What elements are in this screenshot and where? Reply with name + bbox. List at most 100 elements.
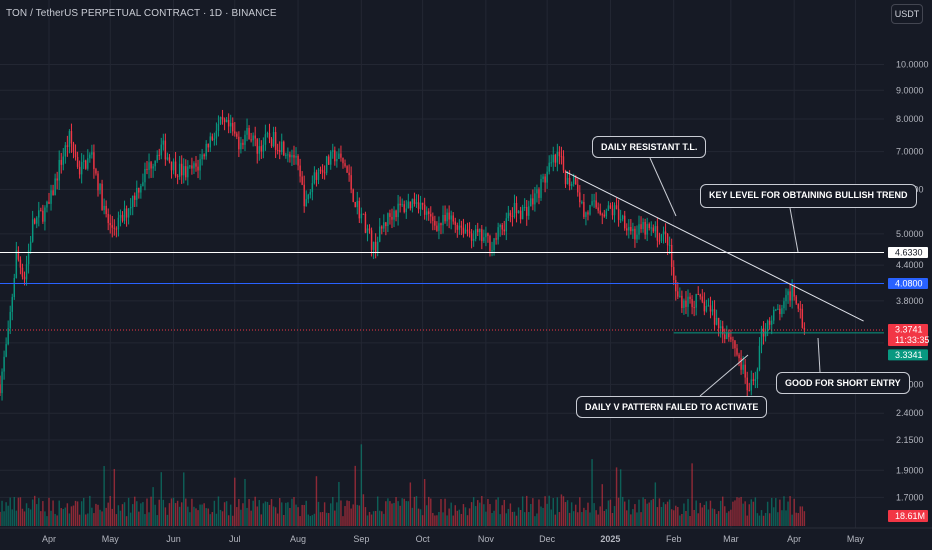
- volume-bar: [495, 499, 497, 526]
- candle-body: [66, 145, 69, 147]
- volume-bar: [232, 515, 234, 526]
- volume-bar: [87, 513, 89, 526]
- candle-body: [40, 210, 42, 212]
- volume-bar: [542, 507, 544, 526]
- volume-bar: [750, 499, 753, 526]
- candle-body: [99, 183, 101, 191]
- candle-body: [281, 141, 283, 153]
- candle-body: [50, 190, 52, 204]
- volume-bar: [383, 513, 385, 526]
- candle-body: [301, 176, 303, 185]
- candle-body: [513, 202, 516, 217]
- candle-body: [107, 213, 109, 223]
- candle-body: [791, 286, 793, 301]
- candle-body: [164, 140, 167, 160]
- volume-bar: [60, 508, 62, 526]
- candle-body: [568, 177, 571, 186]
- volume-bar: [262, 503, 265, 526]
- volume-bar: [499, 514, 501, 526]
- volume-bar: [748, 504, 750, 526]
- candle-body: [458, 225, 461, 230]
- volume-bar: [540, 506, 542, 526]
- candle-body: [213, 138, 216, 140]
- candle-body: [205, 143, 207, 157]
- volume-bar: [36, 504, 38, 526]
- x-tick-label: May: [102, 534, 120, 544]
- volume-bar: [309, 515, 312, 526]
- volume-bar: [658, 498, 661, 526]
- candle-body: [734, 340, 736, 349]
- candle-body: [9, 311, 11, 329]
- volume-bar: [50, 510, 52, 526]
- volume-bar: [313, 513, 316, 526]
- candle-body: [303, 184, 305, 207]
- candle-body: [656, 226, 659, 241]
- volume-bar: [626, 510, 628, 526]
- volume-bar: [430, 498, 432, 526]
- candle-body: [779, 308, 781, 315]
- candle-body: [11, 297, 13, 312]
- candle-body: [738, 354, 740, 359]
- volume-bar: [501, 505, 503, 526]
- candle-body: [644, 221, 646, 235]
- volume-bar: [779, 499, 781, 526]
- candle-body: [346, 166, 348, 173]
- volume-bar: [58, 500, 60, 526]
- candle-body: [666, 233, 669, 246]
- candle-body: [176, 175, 179, 177]
- candle-body: [597, 207, 599, 211]
- volume-bar: [91, 507, 93, 526]
- candle-body: [36, 217, 38, 224]
- candle-body: [264, 134, 267, 145]
- candle-body: [395, 210, 397, 218]
- candle-body: [548, 162, 550, 172]
- candle-body: [795, 296, 797, 304]
- candle-body: [256, 138, 258, 154]
- candle-body: [121, 214, 124, 221]
- candle-body: [558, 151, 561, 157]
- candle-body: [713, 309, 716, 325]
- candle-body: [523, 207, 526, 209]
- y-tick-label: 10.0000: [896, 60, 929, 70]
- volume-bar: [23, 511, 26, 526]
- candle-body: [581, 201, 583, 203]
- volume-bar: [528, 512, 530, 526]
- volume-bar: [219, 509, 222, 526]
- y-tick-label: 1.7000: [896, 492, 924, 502]
- candle-body: [234, 131, 236, 134]
- candle-body: [3, 356, 5, 372]
- volume-bar: [340, 500, 342, 526]
- candle-body: [489, 235, 491, 251]
- volume-bar: [358, 505, 361, 526]
- volume-bar: [515, 515, 518, 526]
- volume-bar: [346, 500, 348, 526]
- candle-body: [679, 295, 681, 297]
- candle-body: [158, 154, 160, 156]
- volume-bar: [683, 503, 685, 526]
- candle-body: [532, 198, 534, 205]
- currency-unit-button[interactable]: USDT: [891, 4, 923, 24]
- candle-body: [360, 213, 363, 219]
- volume-bar: [162, 499, 165, 526]
- candle-body: [664, 231, 667, 234]
- candle-body: [95, 169, 97, 174]
- candle-body: [448, 212, 450, 220]
- volume-bar: [497, 497, 499, 526]
- volume-bar: [744, 501, 746, 526]
- candle-body: [334, 150, 336, 162]
- volume-bar: [344, 506, 346, 526]
- volume-bar: [646, 503, 648, 526]
- candle-body: [564, 170, 567, 185]
- x-tick-label: 2025: [600, 534, 620, 544]
- volume-bar: [319, 512, 322, 526]
- candle-body: [72, 143, 75, 152]
- candle-body: [409, 201, 412, 209]
- candle-body: [274, 131, 277, 150]
- volume-bar: [660, 506, 663, 526]
- candle-body: [722, 326, 724, 335]
- volume-bar: [611, 512, 614, 526]
- candle-body: [587, 212, 589, 215]
- candle-body: [530, 198, 532, 207]
- volume-bar: [278, 498, 281, 526]
